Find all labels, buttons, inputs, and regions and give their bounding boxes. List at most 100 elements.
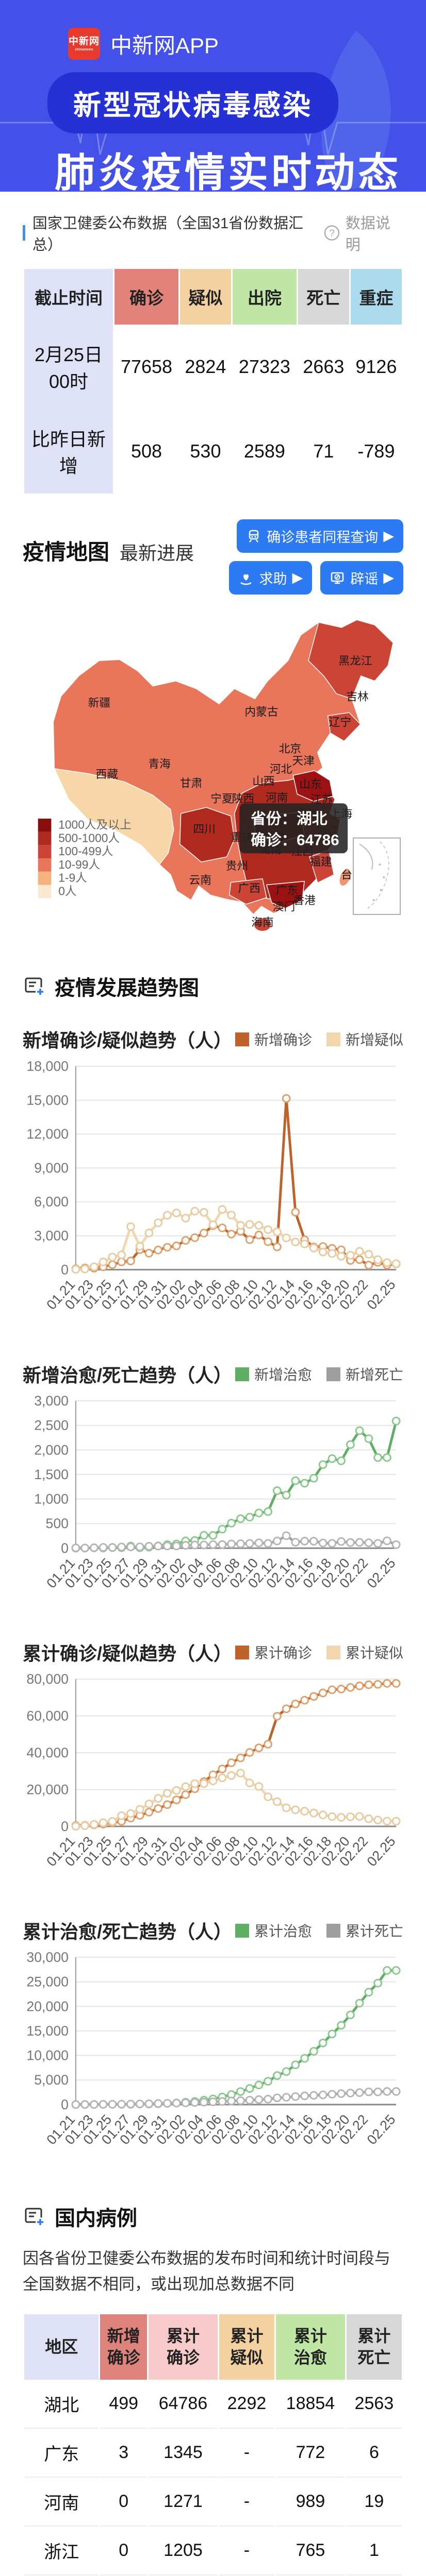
svg-text:1,000: 1,000 — [34, 1492, 69, 1507]
table-row: 河南 0 1271-989 19 — [24, 2478, 402, 2527]
svg-text:500: 500 — [45, 1516, 69, 1531]
table-cell: 2月25日00时 — [24, 325, 113, 409]
legend-label: 0人 — [58, 884, 76, 897]
province-label: 河北 — [270, 762, 292, 775]
svg-text:12,000: 12,000 — [26, 1126, 69, 1142]
svg-text:30,000: 30,000 — [26, 1950, 69, 1965]
table-row: 湖北 499 64786 2292 18854 2563 — [24, 2380, 402, 2429]
legend-label: 10-99人 — [58, 858, 100, 871]
table-cell: 77658 — [114, 325, 178, 409]
header-wave-decoration — [321, 31, 391, 189]
table-cell: 2563 — [346, 2380, 402, 2429]
province-label: 青海 — [148, 757, 171, 770]
table-cell: 71 — [298, 409, 349, 494]
svg-text:2,000: 2,000 — [34, 1442, 69, 1458]
province-label: 吉林 — [346, 690, 369, 703]
trends-section-head: 疫情发展趋势图 — [23, 971, 403, 1001]
legend-label: 1-9人 — [58, 871, 87, 885]
map-button-help[interactable]: 求助 ▶ — [229, 561, 313, 595]
svg-text:5,000: 5,000 — [34, 2072, 69, 2088]
chart-legend-item: 新增死亡 — [326, 1364, 403, 1384]
province-label: 北京 — [279, 742, 301, 755]
legend-swatch — [235, 1367, 249, 1381]
train-icon — [249, 530, 259, 543]
report-document-icon — [25, 977, 45, 996]
china-choropleth-map[interactable]: 黑龙江吉林辽宁内蒙古北京天津河北山西山东河南江苏安徽上海浙江江西福建台湾湖南广东… — [23, 598, 403, 938]
svg-text:6,000: 6,000 — [34, 1194, 69, 1210]
domestic-col-header: 累计 疑似 — [219, 2314, 274, 2380]
heart-hands-icon — [240, 574, 252, 585]
logo-subtext: chinanews — [75, 47, 93, 52]
summary-col-header: 截止时间 — [24, 269, 113, 325]
legend-label: 累计治愈 — [254, 1923, 312, 1939]
table-cell: 1345 — [149, 2429, 218, 2478]
legend-swatch — [326, 1367, 340, 1381]
domestic-col-header: 累计 治愈 — [276, 2314, 345, 2380]
province-label: 西藏 — [95, 768, 118, 781]
map-section-head: 疫情地图 最新进展 确诊患者同程查询 ▶ 求助 ▶ 辟谣 ▶ — [23, 519, 403, 595]
title-accent-bar — [23, 225, 25, 241]
map-button-rumor-refute[interactable]: 辟谣 ▶ — [320, 561, 403, 595]
app-name: 中新网APP — [110, 33, 219, 58]
table-cell: 0 — [100, 2527, 148, 2576]
svg-text:15,000: 15,000 — [26, 1092, 69, 1108]
svg-text:02.25: 02.25 — [364, 1277, 399, 1313]
table-row: 2月25日00时 77658 2824 27323 2663 9126 — [24, 325, 402, 409]
svg-text:3,000: 3,000 — [34, 1393, 69, 1409]
domestic-section-head: 国内病例 — [23, 2201, 403, 2231]
province-label: 云南 — [189, 874, 212, 887]
legend-swatch — [326, 1032, 340, 1046]
summary-col-header: 重症 — [350, 269, 402, 325]
province-label: 山东 — [299, 778, 322, 791]
province-label: 宁夏 — [210, 792, 233, 805]
table-cell: 广东 — [24, 2429, 99, 2478]
legend-swatch — [235, 1032, 249, 1046]
table-cell: 989 — [276, 2478, 345, 2527]
svg-text:15,000: 15,000 — [26, 2023, 69, 2039]
table-cell: 530 — [179, 409, 231, 494]
region-taiwan — [339, 868, 352, 887]
line-chart-svg: 05001,0001,5002,0002,5003,00001.2101.230… — [34, 1393, 401, 1591]
table-cell: 765 — [276, 2527, 345, 2576]
line-chart-svg: 020,00040,00060,00080,00001.2101.2301.25… — [26, 1671, 401, 1869]
summary-col-header: 疑似 — [179, 269, 231, 325]
region-xizang — [54, 768, 174, 866]
trends-section-title: 疫情发展趋势图 — [55, 977, 199, 999]
map-title: 疫情地图 — [23, 540, 110, 564]
province-label: 广东 — [276, 884, 299, 896]
table-cell: - — [219, 2527, 274, 2576]
summary-col-header: 出院 — [232, 269, 297, 325]
table-cell: 27323 — [232, 325, 297, 409]
legend-label: 新增死亡 — [345, 1367, 403, 1383]
svg-text:1,500: 1,500 — [34, 1467, 69, 1482]
svg-text:20,000: 20,000 — [26, 1782, 69, 1797]
province-label: 澳门 — [273, 900, 296, 913]
chart-title: 累计治愈/死亡趋势（人） — [23, 1921, 233, 1942]
province-label: 贵州 — [226, 859, 249, 872]
map-subtitle: 最新进展 — [120, 543, 194, 564]
legend-label: 累计疑似 — [345, 1645, 403, 1661]
legend-swatch — [326, 1645, 340, 1659]
table-cell: 0 — [100, 2478, 148, 2527]
table-row: 广东 3 1345-772 6 — [24, 2429, 402, 2478]
table-cell: 2589 — [232, 409, 297, 494]
svg-text:省份：湖北: 省份：湖北 — [251, 810, 327, 827]
chart-2: 累计确诊/疑似趋势（人） 累计确诊 累计疑似 0 20,000 40,000 60,000 8… — [23, 1639, 403, 1892]
map-button-same-trip-query[interactable]: 确诊患者同程查询 ▶ — [237, 519, 403, 553]
table-cell: 499 — [100, 2380, 148, 2429]
table-row: 浙江 0 1205-765 1 — [24, 2527, 402, 2576]
province-label: 山西 — [252, 775, 275, 788]
data-notes-link[interactable]: ? 数据说明 — [323, 211, 403, 255]
table-cell: 19 — [346, 2478, 402, 2527]
table-cell: 64786 — [149, 2380, 218, 2429]
table-cell: 9126 — [350, 325, 402, 409]
domestic-section-title: 国内病例 — [55, 2207, 137, 2230]
epidemic-map: 黑龙江吉林辽宁内蒙古北京天津河北山西山东河南江苏安徽上海浙江江西福建台湾湖南广东… — [23, 598, 403, 940]
svg-text:20,000: 20,000 — [26, 1998, 69, 2014]
arrow-glyph: ▶ — [383, 570, 394, 585]
region-liaoning — [327, 712, 361, 742]
legend-swatch — [235, 1923, 249, 1938]
table-cell: -789 — [350, 409, 402, 494]
line-chart-svg: 03,0006,0009,00012,00015,00018,00001.210… — [26, 1059, 401, 1313]
